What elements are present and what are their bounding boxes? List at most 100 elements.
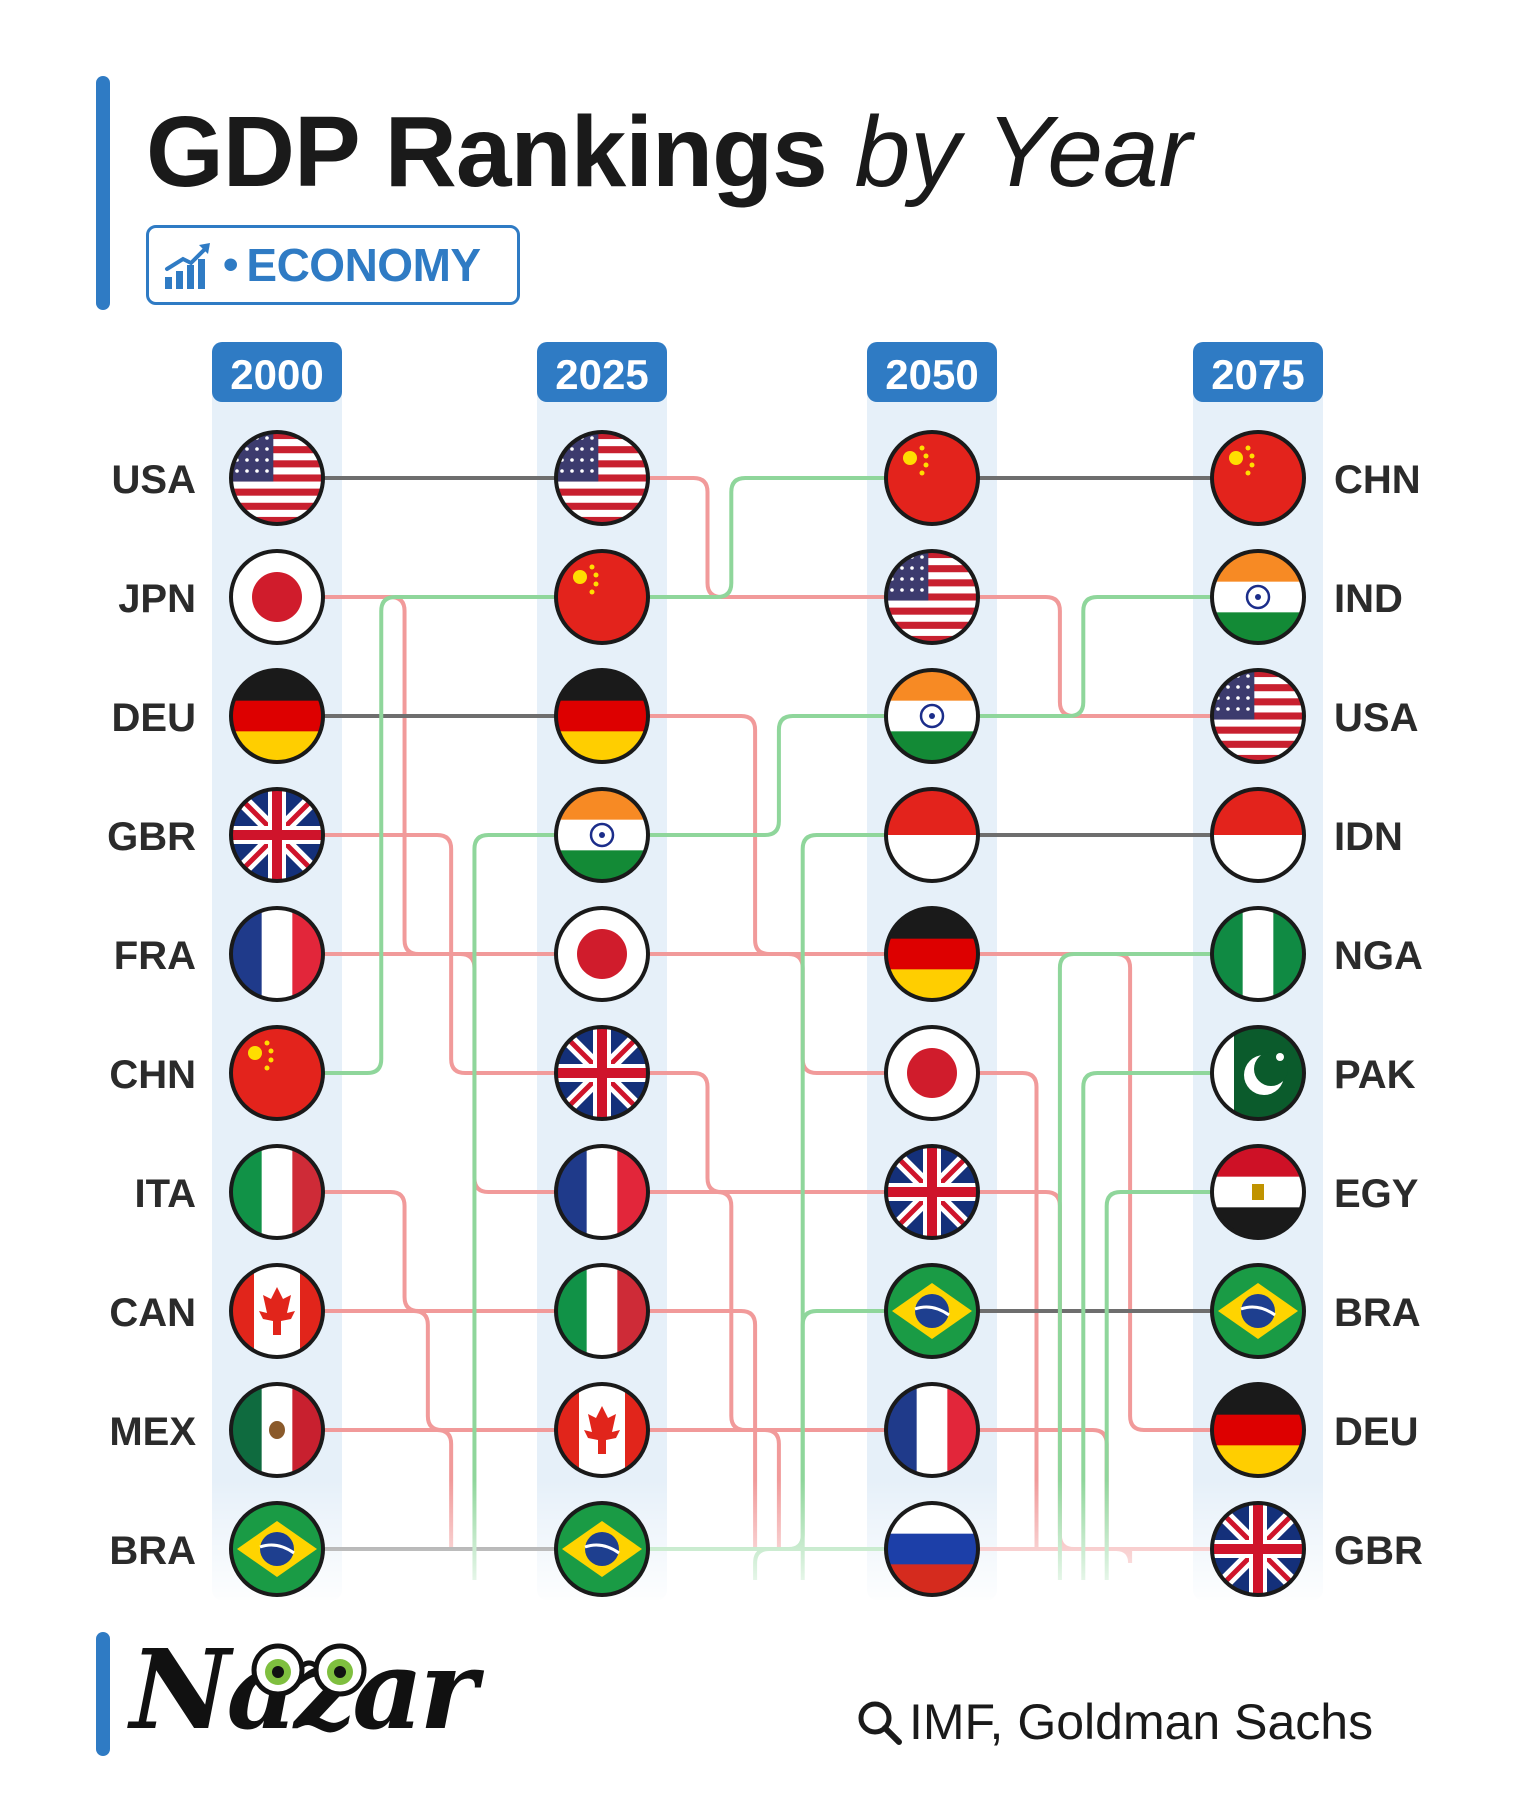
- flag-bra-2050: [884, 1263, 980, 1359]
- title-bold: GDP Rankings: [146, 96, 828, 208]
- tag-bullet: •: [223, 240, 239, 289]
- right-label-chn: CHN: [1334, 458, 1421, 502]
- page-title: GDP Rankings by Year: [146, 92, 1192, 212]
- rank-line-CHN-2000: [323, 595, 556, 1075]
- flag-can-2025: [554, 1382, 650, 1478]
- rank-line-MEX-2000: [323, 1428, 454, 1551]
- left-label-usa: USA: [112, 458, 196, 502]
- flag-deu-2000: [229, 668, 325, 764]
- right-label-nga: NGA: [1334, 934, 1423, 978]
- year-header-2000: 2000: [230, 351, 323, 398]
- flag-usa-2000: [229, 430, 325, 526]
- rank-line-IND-2025: [648, 714, 886, 837]
- year-header-2050: 2050: [885, 351, 978, 398]
- flag-deu-2050: [884, 906, 980, 1002]
- flag-deu-2075: [1210, 1382, 1306, 1478]
- flag-usa-2050: [884, 549, 980, 645]
- rank-line-ITA-2000: [323, 1190, 556, 1313]
- year-header-2075: 2075: [1211, 351, 1304, 398]
- flag-deu-2025: [554, 668, 650, 764]
- flag-chn-2050: [884, 430, 980, 526]
- flag-can-2000: [229, 1263, 325, 1359]
- flag-bra-2025: [554, 1501, 650, 1597]
- footer-accent-bar: [96, 1632, 110, 1756]
- search-icon: [858, 1701, 902, 1745]
- rank-line-JPN-2050: [978, 1071, 1039, 1551]
- rank-line-CHN-2025: [648, 476, 886, 599]
- right-label-bra: BRA: [1334, 1291, 1421, 1335]
- year-header-bg-2075: [1193, 342, 1323, 402]
- flag-bra-2000: [229, 1501, 325, 1597]
- flag-idn-2075: [1210, 787, 1306, 883]
- right-label-ind: IND: [1334, 577, 1403, 621]
- year-header-bg-2025: [537, 342, 667, 402]
- rank-line-new-IND-2025: [472, 833, 556, 1580]
- flag-bra-2075: [1210, 1263, 1306, 1359]
- left-label-deu: DEU: [112, 696, 196, 740]
- left-label-fra: FRA: [114, 934, 196, 978]
- rank-line-CAN-2000: [323, 1309, 556, 1432]
- rank-line-USA-2025: [648, 476, 886, 599]
- flag-chn-2075: [1210, 430, 1306, 526]
- rank-line-CAN-2025: [648, 1428, 781, 1551]
- rank-line-new-IDN-2050: [800, 833, 886, 1580]
- rank-line-GBR-2025: [648, 1071, 886, 1194]
- left-label-can: CAN: [109, 1291, 196, 1335]
- right-label-egy: EGY: [1334, 1172, 1419, 1216]
- flag-idn-2050: [884, 787, 980, 883]
- rank-line-new-NGA-2075: [1057, 952, 1212, 1580]
- right-label-deu: DEU: [1334, 1410, 1418, 1454]
- bar-chart-growth-icon: [165, 243, 210, 289]
- flag-gbr-2050: [884, 1144, 980, 1240]
- rankings-chart: USA JPN DEU GBR FRA CHN ITA CAN MEX BRA CHN IND USA I…: [0, 342, 1535, 1610]
- right-label-usa: USA: [1334, 696, 1418, 740]
- rank-line-ITA-2025: [648, 1309, 758, 1551]
- left-label-bra: BRA: [109, 1529, 196, 1573]
- rank-line-USA-2050: [978, 595, 1212, 718]
- flag-fra-2050: [884, 1382, 980, 1478]
- rank-line-new-EGY-2075: [1104, 1190, 1212, 1580]
- title-accent-bar: [96, 76, 110, 310]
- left-label-jpn: JPN: [118, 577, 196, 621]
- flag-ind-2075: [1210, 549, 1306, 645]
- flag-mex-2000: [229, 1382, 325, 1478]
- logo-eyes-icon: [251, 1643, 367, 1697]
- flag-fra-2000: [229, 906, 325, 1002]
- flag-chn-2025: [554, 549, 650, 645]
- category-tag: • ECONOMY: [146, 225, 520, 305]
- flag-fra-2025: [554, 1144, 650, 1240]
- left-label-gbr: GBR: [107, 815, 196, 859]
- brand-logo: Nazar: [130, 1625, 478, 1754]
- flag-ita-2000: [229, 1144, 325, 1240]
- right-label-pak: PAK: [1334, 1053, 1416, 1097]
- flag-egy-2075: [1210, 1144, 1306, 1240]
- rank-line-IND-2050: [978, 595, 1212, 718]
- right-label-idn: IDN: [1334, 815, 1403, 859]
- flag-gbr-2000: [229, 787, 325, 883]
- flag-ita-2025: [554, 1263, 650, 1359]
- flag-ind-2050: [884, 668, 980, 764]
- flag-rus-2050: [884, 1501, 980, 1597]
- flag-jpn-2025: [554, 906, 650, 1002]
- source-text: IMF, Goldman Sachs: [909, 1694, 1374, 1750]
- left-label-mex: MEX: [109, 1410, 196, 1454]
- flag-chn-2000: [229, 1025, 325, 1121]
- year-header-bg-2000: [212, 342, 342, 402]
- source-credit: IMF, Goldman Sachs: [855, 1693, 1373, 1751]
- year-header-2025: 2025: [555, 351, 648, 398]
- title-italic: by Year: [854, 96, 1192, 208]
- tag-label: ECONOMY: [246, 239, 481, 291]
- rank-line-JPN-2000: [323, 595, 556, 956]
- flag-usa-2025: [554, 430, 650, 526]
- left-label-ita: ITA: [135, 1172, 196, 1216]
- flag-jpn-2000: [229, 549, 325, 645]
- left-label-chn: CHN: [109, 1053, 196, 1097]
- year-header-bg-2050: [867, 342, 997, 402]
- flag-gbr-2025: [554, 1025, 650, 1121]
- rank-line-new-PAK-2075: [1081, 1071, 1212, 1580]
- flag-gbr-2075: [1210, 1501, 1306, 1597]
- flag-ind-2025: [554, 787, 650, 883]
- flag-usa-2075: [1210, 668, 1306, 764]
- flag-jpn-2050: [884, 1025, 980, 1121]
- right-label-gbr: GBR: [1334, 1529, 1423, 1573]
